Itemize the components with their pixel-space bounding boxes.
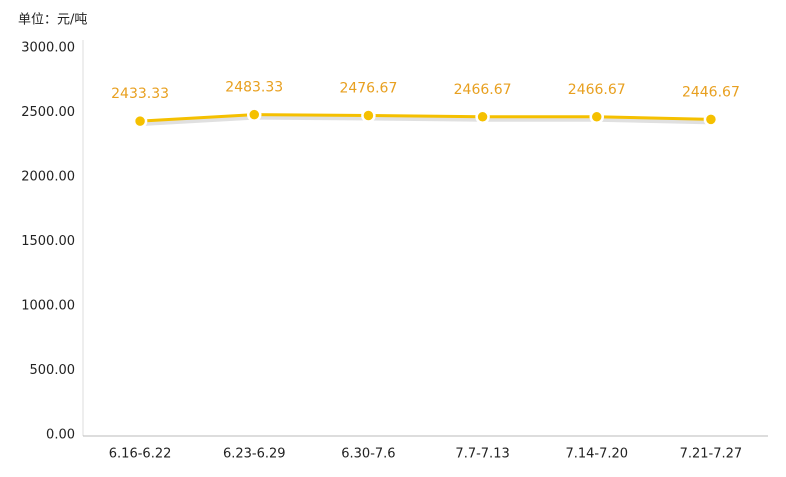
point <box>589 109 604 125</box>
line <box>139 113 711 123</box>
data-label: 2476.67 <box>339 81 397 97</box>
y-tick-label: 1500.00 <box>21 234 75 249</box>
y-tick-label: 0.00 <box>46 428 75 443</box>
x-tick-label: 7.21-7.27 <box>680 447 743 462</box>
data-label: 2466.67 <box>454 82 512 98</box>
data-label: 2483.33 <box>225 80 283 96</box>
y-tick-label: 2500.00 <box>21 105 75 120</box>
x-tick-label: 6.16-6.22 <box>109 447 172 462</box>
point <box>132 113 148 129</box>
data-label: 2433.33 <box>111 86 169 102</box>
point <box>361 108 376 123</box>
line-shadow <box>139 115 711 127</box>
y-tick-label: 3000.00 <box>21 41 75 56</box>
x-tick-label: 6.23-6.29 <box>223 447 286 462</box>
point <box>247 107 262 122</box>
unit-label: 单位：元/吨 <box>18 13 87 28</box>
data-label: 2466.67 <box>568 82 626 98</box>
x-tick-label: 7.14-7.20 <box>565 447 628 462</box>
point <box>703 112 719 127</box>
x-tick-label: 6.30-7.6 <box>341 447 395 462</box>
point <box>475 109 490 125</box>
y-tick-label: 2000.00 <box>21 170 75 185</box>
y-tick-label: 1000.00 <box>21 299 75 314</box>
x-tick-label: 7.7-7.13 <box>455 447 509 462</box>
data-label: 2446.67 <box>682 84 740 100</box>
y-tick-label: 500.00 <box>30 363 76 378</box>
